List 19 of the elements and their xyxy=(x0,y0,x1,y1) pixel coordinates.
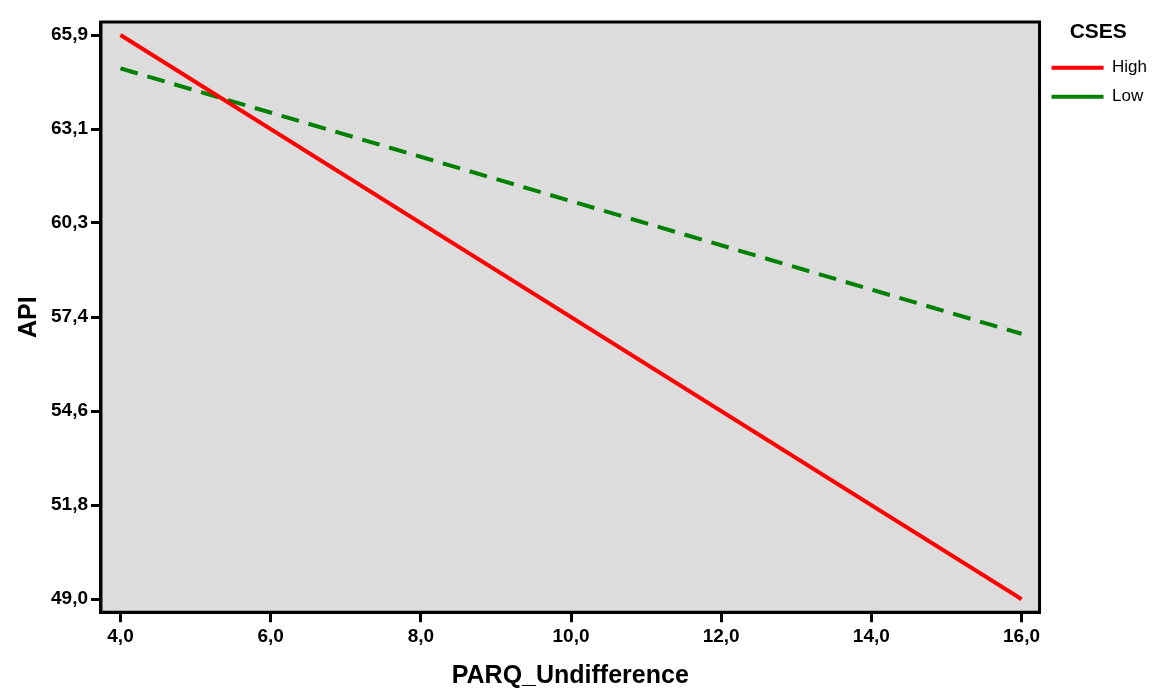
legend-label: High xyxy=(1112,57,1148,77)
x-tick-label: 16,0 xyxy=(1003,624,1041,646)
y-tick-label: 65,9 xyxy=(51,23,88,45)
x-tick-label: 8,0 xyxy=(407,624,435,646)
x-axis-title: PARQ_Undifference xyxy=(451,659,689,688)
y-tick-label: 63,1 xyxy=(51,117,89,139)
legend-title: CSES xyxy=(1069,19,1127,43)
y-tick-label: 60,3 xyxy=(51,211,88,233)
legend-label: Low xyxy=(1112,86,1144,106)
y-tick-label: 49,0 xyxy=(51,587,88,609)
x-tick-label: 12,0 xyxy=(702,624,740,646)
x-tick-label: 10,0 xyxy=(552,624,590,646)
y-axis-title: API xyxy=(12,296,41,338)
y-tick-label: 57,4 xyxy=(51,305,89,327)
y-tick-label: 54,6 xyxy=(51,399,88,421)
x-tick-label: 4,0 xyxy=(107,624,134,646)
x-tick-label: 14,0 xyxy=(852,624,890,646)
x-tick-label: 6,0 xyxy=(257,624,284,646)
y-tick-label: 51,8 xyxy=(51,493,88,515)
